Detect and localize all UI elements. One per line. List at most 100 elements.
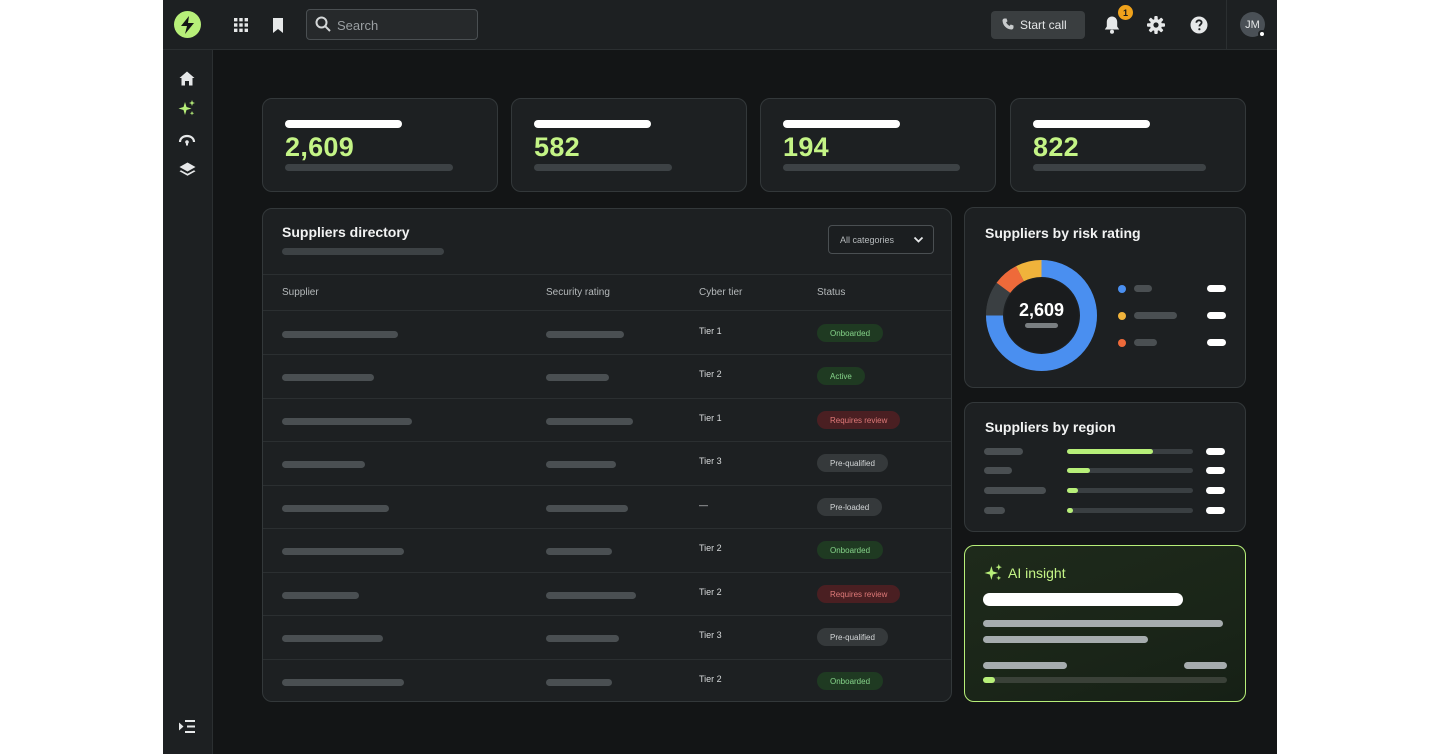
divider [263,659,951,660]
donut-total: 2,609 [1018,300,1065,320]
table-row[interactable]: Tier 2 Requires review [263,572,951,615]
logo-icon[interactable] [174,11,201,38]
stat-label-placeholder [783,120,900,128]
security-rating-placeholder [546,461,616,468]
column-header-supplier[interactable]: Supplier [282,287,319,298]
legend-label-placeholder [1134,285,1152,292]
layers-icon[interactable] [177,160,197,180]
supplier-name-placeholder [282,374,374,381]
table-row[interactable]: Tier 3 Pre-qualified [263,441,951,484]
donut-caption-placeholder [1025,323,1058,328]
supplier-name-placeholder [282,331,398,338]
insight-progress-fill [983,677,996,683]
legend-label-placeholder [1134,312,1177,319]
security-rating-placeholder [546,679,612,686]
region-label-placeholder [984,507,1005,514]
cyber-tier: Tier 1 [699,413,722,423]
dropdown-value: All categories [840,234,895,245]
insight-line-placeholder [983,636,1148,643]
divider [263,274,951,275]
ai-insight-card[interactable]: AI insight [964,545,1246,702]
gear-icon[interactable] [1145,14,1167,36]
donut-segment-blue[interactable] [986,260,1097,371]
apps-grid-icon[interactable] [230,14,252,36]
table-row[interactable]: Tier 2 Active [263,354,951,397]
radar-icon[interactable] [177,130,197,150]
panel-title: Suppliers directory [282,224,410,240]
divider [263,572,951,573]
bell-icon[interactable] [1101,14,1123,36]
app: Start call 1 JM [163,0,1277,754]
ai-insight-title: AI insight [1008,565,1066,581]
search-icon [315,16,331,37]
risk-donut-chart[interactable] [984,258,1099,373]
security-rating-placeholder [546,635,619,642]
insight-progress-track [983,677,1227,683]
sparkle-icon[interactable] [177,99,197,119]
help-icon[interactable] [1188,14,1210,36]
insight-line-placeholder [983,620,1223,627]
start-call-label: Start call [1020,18,1067,32]
divider [263,441,951,442]
supplier-name-placeholder [282,461,365,468]
region-label-placeholder [984,448,1023,455]
category-filter-dropdown[interactable]: All categories [828,225,934,254]
table-row[interactable]: Tier 1 Requires review [263,398,951,441]
presence-dot [1258,30,1266,38]
insight-meta-placeholder [1184,662,1227,669]
status-badge: Onboarded [817,541,884,559]
stat-label-placeholder [285,120,402,128]
search-bar[interactable] [306,9,478,40]
status-badge: Pre-qualified [817,628,888,646]
status-badge: Onboarded [817,672,884,690]
panel-subtitle-placeholder [282,248,444,255]
column-header-cyber-tier[interactable]: Cyber tier [699,287,743,298]
table-row[interactable]: — Pre-loaded [263,485,951,528]
table-row[interactable]: Tier 2 Onboarded [263,659,951,702]
donut-segment-gray[interactable] [985,282,1011,316]
expand-menu-icon[interactable] [177,716,197,736]
legend-value-placeholder [1207,285,1226,292]
region-label-placeholder [984,467,1012,474]
table-row[interactable]: Tier 3 Pre-qualified [263,615,951,658]
legend-dot-orange [1118,339,1126,347]
divider [263,354,951,355]
status-badge: Requires review [817,585,901,603]
region-panel: Suppliers by region [964,402,1246,532]
table-row[interactable]: Tier 2 Onboarded [263,528,951,571]
divider [263,485,951,486]
stat-card-3[interactable]: 194 [760,98,996,192]
supplier-name-placeholder [282,418,412,425]
region-value-placeholder [1206,487,1225,494]
stat-caption-placeholder [783,164,960,171]
notification-badge: 1 [1118,5,1133,20]
region-bar-fill [1067,508,1074,513]
stat-card-1[interactable]: 2,609 [262,98,498,192]
insight-meta-placeholder [983,662,1067,669]
stat-value: 194 [783,132,829,162]
sidebar [163,50,213,754]
security-rating-placeholder [546,418,633,425]
region-bar-track [1067,468,1193,473]
donut-center [1004,278,1079,353]
start-call-button[interactable]: Start call [991,11,1085,39]
cyber-tier: Tier 1 [699,326,722,336]
risk-rating-panel: Suppliers by risk rating 2,609 [964,207,1246,388]
table-row[interactable]: Tier 1 Onboarded [263,311,951,354]
home-icon[interactable] [177,68,197,88]
status-badge: Pre-qualified [817,454,888,472]
suppliers-directory-panel: Suppliers directory All categories Suppl… [262,208,952,702]
donut-segment-yellow[interactable] [1016,259,1042,282]
stat-label-placeholder [534,120,651,128]
search-input[interactable] [337,16,467,34]
donut-segment-orange[interactable] [996,266,1025,294]
stat-card-2[interactable]: 582 [511,98,747,192]
stat-card-4[interactable]: 822 [1010,98,1246,192]
cyber-tier: Tier 2 [699,543,722,553]
cyber-tier: Tier 3 [699,630,722,640]
column-header-status[interactable]: Status [817,287,846,298]
stat-value: 582 [534,132,580,162]
bookmark-icon[interactable] [267,14,289,36]
column-header-security-rating[interactable]: Security rating [546,287,610,298]
status-badge: Requires review [817,411,901,429]
